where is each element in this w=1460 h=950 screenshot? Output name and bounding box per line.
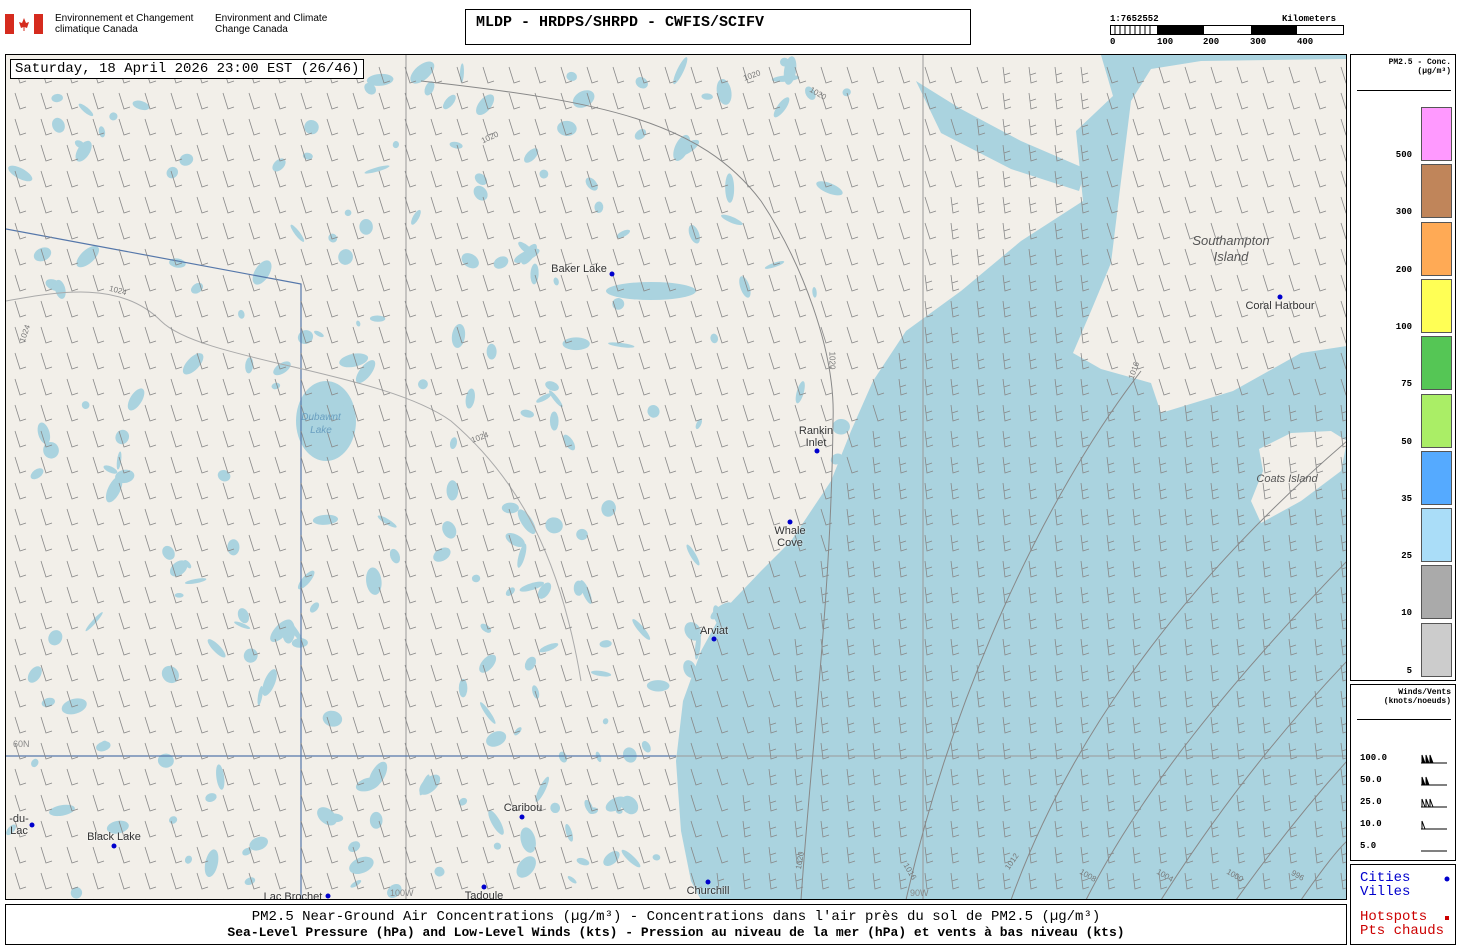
place-label: Black Lake bbox=[87, 831, 141, 843]
pm-level-swatch bbox=[1421, 450, 1452, 505]
scale-tick-label: 300 bbox=[1250, 37, 1267, 47]
city-dot bbox=[519, 814, 525, 820]
pm-level-swatch bbox=[1421, 393, 1452, 448]
feature-label: Dubawnt Lake bbox=[301, 412, 341, 436]
agency-fr: Environnement et Changement climatique C… bbox=[55, 13, 194, 35]
wind-legend-title: Winds/Vents (knots/noeuds) bbox=[1383, 688, 1451, 706]
wind-speed-label: 50.0 bbox=[1360, 775, 1382, 785]
city-dot bbox=[705, 879, 711, 885]
scale-bar bbox=[1110, 25, 1344, 35]
wind-barb-symbol bbox=[1421, 820, 1447, 830]
pm-level-label: 25 bbox=[1401, 551, 1412, 562]
place-label: Baker Lake bbox=[551, 263, 607, 275]
place-label: -du-Lac bbox=[9, 813, 29, 837]
wind-barb-symbol bbox=[1421, 776, 1447, 786]
scale-tick-label: 0 bbox=[1110, 37, 1116, 47]
footer-line2: Sea-Level Pressure (hPa) and Low-Level W… bbox=[227, 925, 1125, 940]
city-dot bbox=[814, 448, 820, 454]
pm-level-label: 10 bbox=[1401, 608, 1412, 619]
title: MLDP - HRDPS/SHRPD - CWFIS/SCIFV bbox=[465, 9, 971, 45]
wind-legend: Winds/Vents (knots/noeuds) 100.0 50.0 25.0… bbox=[1350, 684, 1456, 861]
pm-legend: PM2.5 - Conc. (µg/m³) 500 300 200 100 75 50 35… bbox=[1350, 54, 1456, 681]
place-label: Arviat bbox=[699, 625, 729, 637]
wind-barb-symbol bbox=[1421, 798, 1447, 808]
pm-level-label: 50 bbox=[1401, 436, 1412, 447]
pm-level-swatch bbox=[1421, 508, 1452, 563]
hotspots: Hotspots bbox=[1360, 909, 1428, 925]
pm-level-label: 75 bbox=[1401, 379, 1412, 390]
isobar-label: 1020 bbox=[827, 351, 837, 370]
flag bbox=[5, 14, 43, 34]
footer: PM2.5 Near-Ground Air Concentrations (µg… bbox=[5, 904, 1347, 945]
pm-level-swatch bbox=[1421, 278, 1452, 333]
scale-unit: Kilometers bbox=[1282, 14, 1337, 24]
agency-en: Environment and Climate Change Canada bbox=[215, 13, 328, 35]
city-dot bbox=[111, 843, 117, 849]
pm-level-label: 200 bbox=[1395, 264, 1412, 275]
grid-label: 60N bbox=[13, 739, 30, 749]
place-label: Tadoule bbox=[464, 890, 504, 900]
wind-speed-label: 5.0 bbox=[1360, 841, 1377, 851]
city-dot bbox=[609, 271, 615, 277]
grid-label: 100W bbox=[390, 888, 414, 898]
pm-level-label: 500 bbox=[1395, 150, 1412, 160]
city-dot bbox=[481, 884, 487, 890]
place-label: Rankin Inlet bbox=[798, 425, 834, 449]
wind-barb-symbol bbox=[1421, 754, 1447, 764]
pm-level-swatch bbox=[1421, 565, 1452, 620]
city-dot bbox=[325, 893, 331, 899]
map: Saturday, 18 April 2026 23:00 EST (26/46… bbox=[5, 54, 1347, 900]
coats-island bbox=[1251, 431, 1346, 523]
chesterfield-inlet bbox=[916, 81, 1086, 191]
place-label: Lac Brochet bbox=[263, 891, 323, 900]
pm-level-swatch bbox=[1421, 107, 1452, 161]
pts-chauds: Pts chauds bbox=[1360, 923, 1445, 939]
wind-barb-symbol bbox=[1421, 850, 1447, 852]
pm-level-label: 100 bbox=[1395, 321, 1412, 332]
wind-speed-label: 10.0 bbox=[1360, 819, 1382, 829]
place-label: Churchill bbox=[686, 885, 730, 897]
city-dot bbox=[29, 822, 35, 828]
grid-label: 90W bbox=[910, 888, 929, 898]
scale-tick-label: 100 bbox=[1157, 37, 1174, 47]
place-label: Whale Cove bbox=[774, 525, 806, 549]
city-dot bbox=[711, 636, 717, 642]
scale-tick-label: 400 bbox=[1297, 37, 1314, 47]
pm-level-label: 300 bbox=[1395, 207, 1412, 218]
map-canvas bbox=[6, 55, 1346, 899]
point-legend: Cities Villes Hotspots Pts chauds bbox=[1350, 864, 1456, 945]
wind-speed-label: 100.0 bbox=[1360, 753, 1388, 763]
pm-legend-title: PM2.5 - Conc. (µg/m³) bbox=[1388, 58, 1451, 76]
city-dot bbox=[787, 519, 793, 525]
scale-tick-label: 200 bbox=[1203, 37, 1220, 47]
timestamp: Saturday, 18 April 2026 23:00 EST (26/46… bbox=[10, 59, 365, 79]
place-label: Coral Harbour bbox=[1245, 300, 1315, 312]
wind-speed-label: 25.0 bbox=[1360, 797, 1382, 807]
place-label: Caribou bbox=[503, 802, 543, 814]
cities: Cities bbox=[1360, 870, 1411, 886]
pm-level-swatch bbox=[1421, 164, 1452, 219]
footer-line1: PM2.5 Near-Ground Air Concentrations (µg… bbox=[251, 909, 1101, 925]
southampton-island bbox=[1073, 59, 1346, 413]
villes: Villes bbox=[1360, 884, 1411, 900]
pm-level-label: 35 bbox=[1401, 493, 1412, 504]
pm-level-label: 5 bbox=[1406, 665, 1412, 676]
pm-level-swatch bbox=[1421, 622, 1452, 677]
feature-label: Coats Island bbox=[1256, 473, 1318, 485]
feature-label: Southampton Island bbox=[1192, 233, 1270, 264]
city-dot bbox=[1277, 294, 1283, 300]
pm-level-swatch bbox=[1421, 221, 1452, 276]
scale-ratio: 1:7652552 bbox=[1110, 14, 1159, 24]
pm-level-swatch bbox=[1421, 336, 1452, 391]
